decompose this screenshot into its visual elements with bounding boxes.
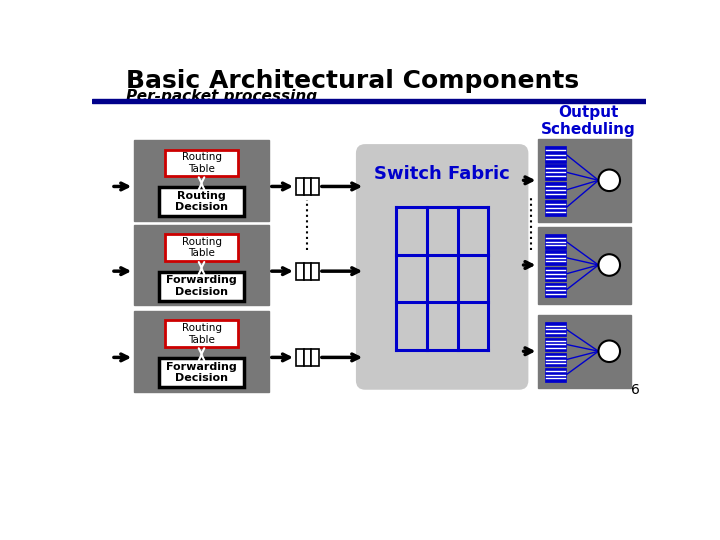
Text: Output
Scheduling: Output Scheduling	[541, 105, 636, 137]
Bar	[159, 187, 244, 216]
Bar	[544, 251, 566, 265]
Bar	[539, 139, 631, 222]
Bar	[165, 150, 238, 177]
Bar	[544, 353, 566, 367]
Text: Basic Architectural Components: Basic Architectural Components	[127, 69, 580, 93]
Bar	[544, 234, 566, 249]
Bar	[296, 349, 304, 366]
Bar	[304, 262, 311, 280]
Bar	[134, 225, 269, 306]
Circle shape	[598, 254, 620, 276]
Bar	[165, 234, 238, 261]
Text: Per-packet processing: Per-packet processing	[127, 89, 318, 104]
Bar	[296, 262, 304, 280]
Bar	[544, 267, 566, 281]
Bar	[539, 315, 631, 388]
Bar	[304, 349, 311, 366]
Bar	[311, 349, 319, 366]
Text: Forwarding
Decision: Forwarding Decision	[166, 362, 237, 383]
Circle shape	[598, 340, 620, 362]
Bar	[92, 99, 647, 103]
FancyBboxPatch shape	[356, 144, 528, 390]
Bar	[304, 178, 311, 195]
Bar	[544, 283, 566, 298]
Bar	[296, 178, 304, 195]
Bar	[165, 320, 238, 347]
Bar	[539, 226, 631, 303]
Bar	[544, 146, 566, 163]
Bar	[544, 368, 566, 382]
Circle shape	[598, 170, 620, 191]
Bar	[311, 178, 319, 195]
Bar	[159, 272, 244, 301]
Text: Forwarding
Decision: Forwarding Decision	[166, 275, 237, 297]
Bar	[159, 358, 244, 387]
Text: Routing
Table: Routing Table	[181, 152, 222, 174]
Text: Routing
Table: Routing Table	[181, 323, 222, 345]
Bar	[544, 338, 566, 351]
Bar	[544, 182, 566, 198]
Bar	[311, 262, 319, 280]
Bar	[134, 140, 269, 221]
Text: Routing
Decision: Routing Decision	[175, 191, 228, 212]
Text: 6: 6	[631, 383, 640, 397]
Bar	[544, 322, 566, 336]
Bar	[544, 164, 566, 180]
Text: Routing
Table: Routing Table	[181, 237, 222, 259]
Bar	[134, 311, 269, 392]
Text: Switch Fabric: Switch Fabric	[374, 165, 510, 183]
Bar	[544, 200, 566, 215]
